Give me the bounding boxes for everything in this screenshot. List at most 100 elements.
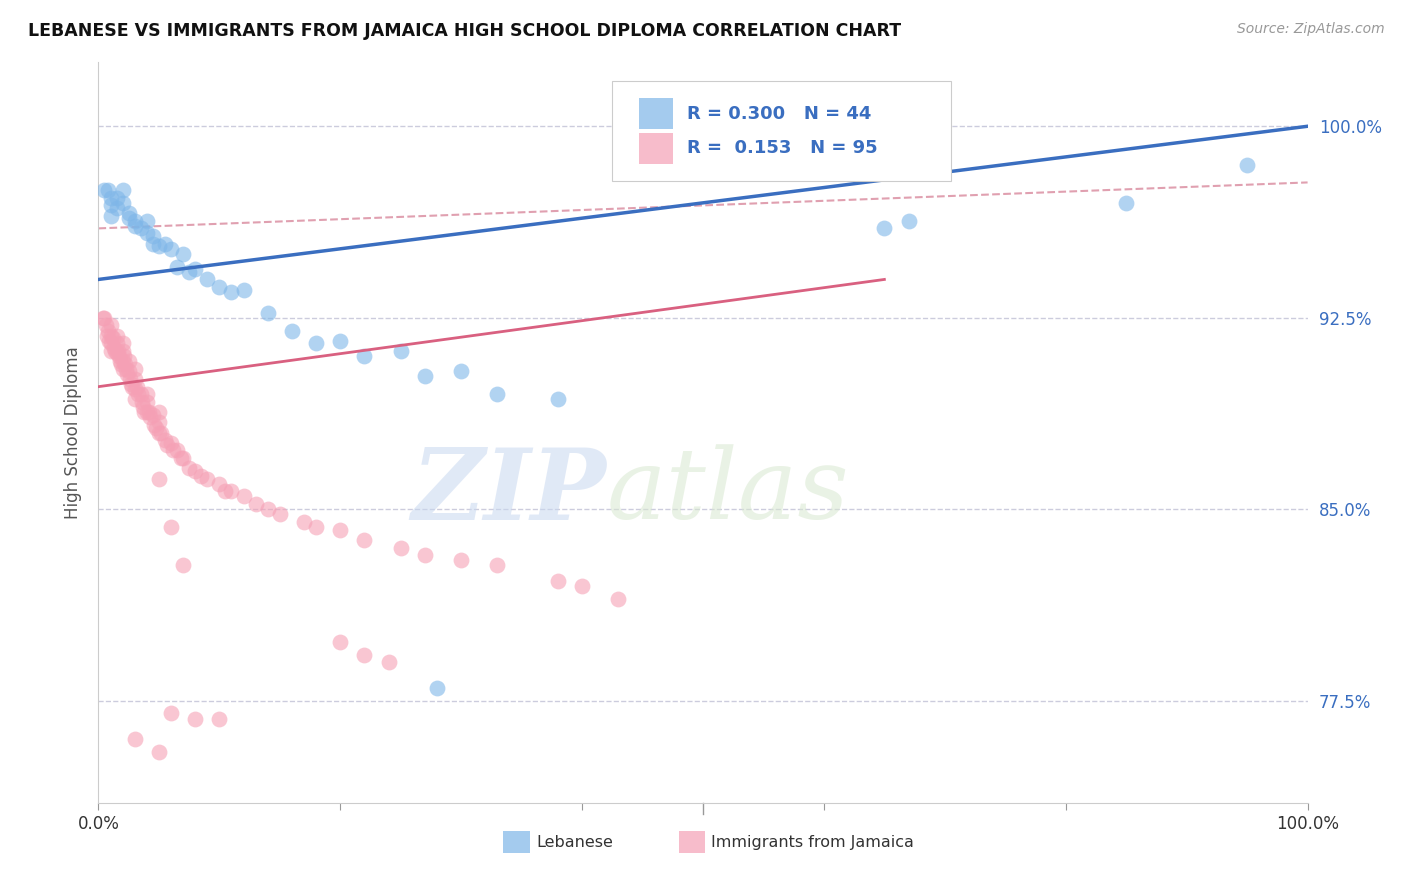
Text: R =  0.153   N = 95: R = 0.153 N = 95 [688,139,877,157]
Point [148,239,170,253]
Point [353,349,375,363]
Text: Lebanese: Lebanese [536,835,613,849]
Point [150,425,173,440]
Bar [638,133,673,164]
Point [108,349,131,363]
Point [281,324,304,338]
Point [105,346,128,360]
Bar [679,831,706,853]
Point [148,425,170,440]
Point [134,405,156,419]
Point [131,395,153,409]
Point [145,420,167,434]
Point [172,451,194,466]
Point [111,343,134,358]
Point [179,461,201,475]
Point [305,336,328,351]
Point [124,392,146,407]
Point [353,648,375,662]
Point [162,443,184,458]
Point [111,336,134,351]
Point [547,392,569,407]
Text: ZIP: ZIP [412,443,606,540]
Point [426,681,449,695]
Point [118,206,141,220]
Point [111,195,134,210]
Text: atlas: atlas [606,444,849,540]
Point [111,183,134,197]
Text: Immigrants from Jamaica: Immigrants from Jamaica [711,835,914,849]
Point [135,213,157,227]
Point [450,553,472,567]
Point [115,361,138,376]
Point [107,343,129,358]
Point [232,490,254,504]
Point [486,387,509,401]
Point [103,342,125,356]
Point [132,400,155,414]
Point [169,451,191,466]
Point [160,520,183,534]
Point [111,361,134,376]
Point [184,262,207,277]
Point [486,558,509,573]
Point [124,731,146,746]
Point [124,382,146,396]
Point [135,387,157,401]
Point [1115,195,1137,210]
Point [172,558,194,573]
Point [214,484,236,499]
Point [105,201,128,215]
Point [160,242,183,256]
Point [142,408,165,422]
Point [897,213,920,227]
Point [547,574,569,588]
Point [329,635,352,649]
FancyBboxPatch shape [613,81,950,181]
Bar [638,98,673,129]
Point [124,213,146,227]
Point [166,443,188,458]
Point [97,324,120,338]
Point [389,541,412,555]
Point [100,191,122,205]
Point [97,183,120,197]
Point [389,343,412,358]
Point [94,318,117,333]
Point [120,377,142,392]
Point [873,221,896,235]
Point [377,656,399,670]
Point [100,198,122,212]
Point [292,515,315,529]
Point [127,379,149,393]
Point [195,272,218,286]
Point [221,484,243,499]
Point [93,310,115,325]
Point [148,416,170,430]
Point [98,334,121,348]
Point [118,211,141,226]
Point [100,328,122,343]
Point [1236,157,1258,171]
Y-axis label: High School Diploma: High School Diploma [65,346,83,519]
Point [195,472,218,486]
Point [179,265,201,279]
Point [100,343,122,358]
Point [118,372,141,386]
Point [104,343,127,358]
Point [208,476,231,491]
Point [353,533,375,547]
Point [172,247,194,261]
Point [105,328,128,343]
Point [329,334,352,348]
Point [129,221,152,235]
Point [139,410,162,425]
Point [256,502,278,516]
Point [221,285,243,300]
Point [413,548,436,562]
Point [413,369,436,384]
Point [245,497,267,511]
Point [121,379,143,393]
Point [607,591,630,606]
Point [127,387,149,401]
